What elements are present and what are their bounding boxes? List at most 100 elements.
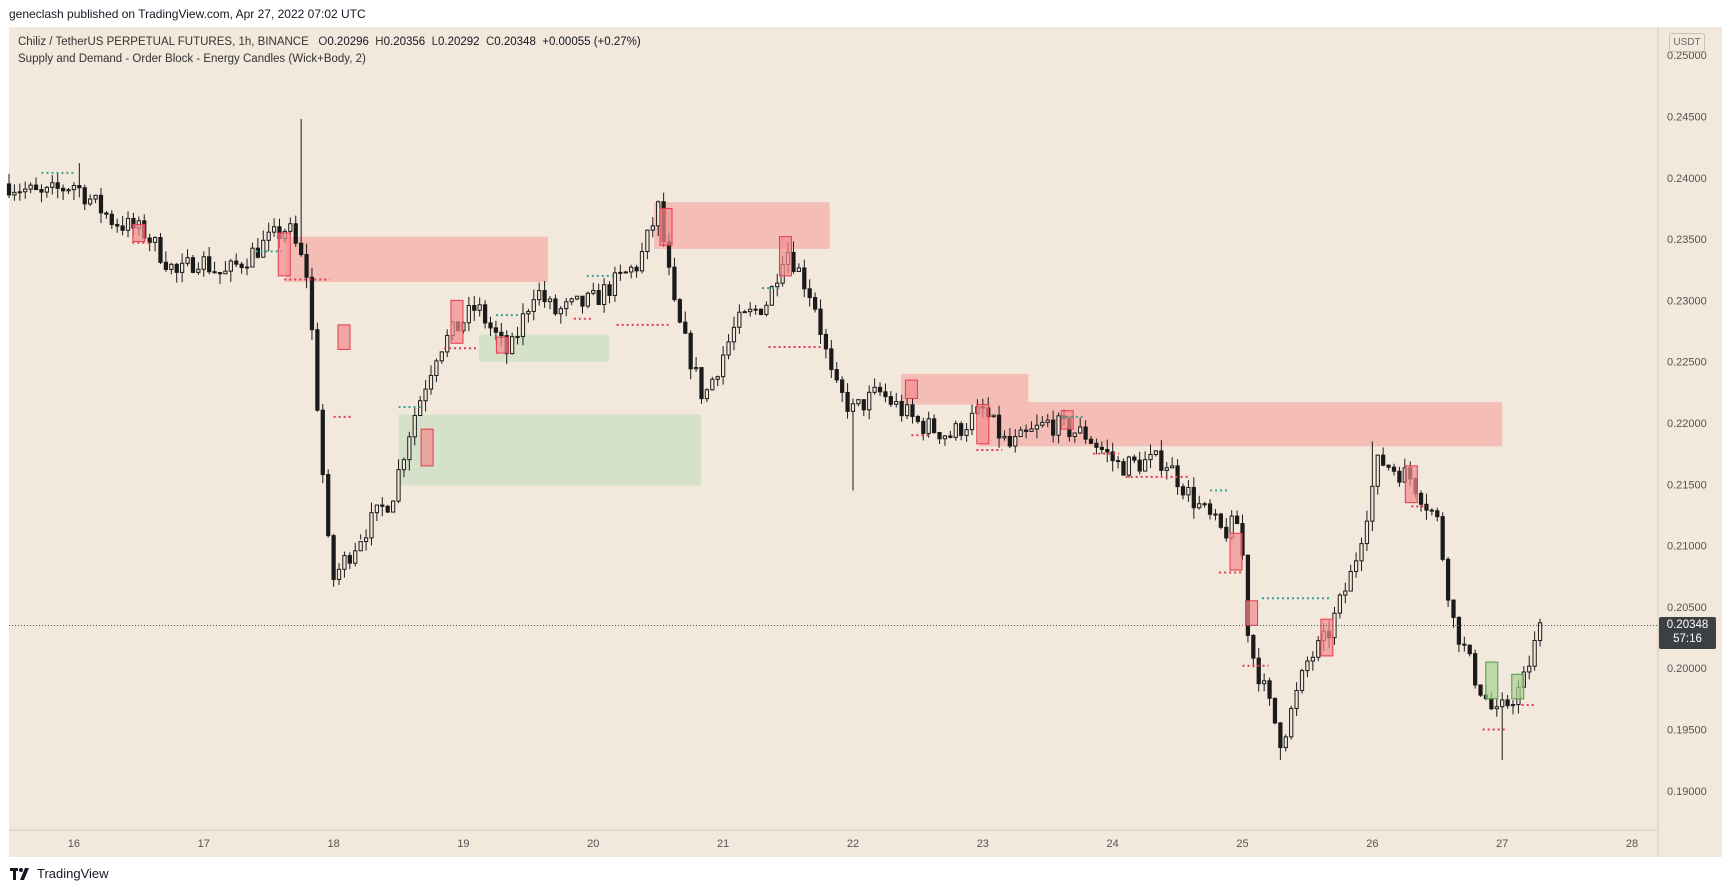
candle-body-253 xyxy=(1375,454,1380,487)
candle-body-203 xyxy=(1105,448,1110,453)
candle-body-237 xyxy=(1289,707,1294,738)
chart-legend: Chiliz / TetherUS PERPETUAL FUTURES, 1h,… xyxy=(18,34,641,68)
candle-body-54 xyxy=(299,242,304,256)
tradingview-brand[interactable]: TradingView xyxy=(37,866,109,881)
price-tick-label-8: 0.21000 xyxy=(1667,541,1707,553)
time-tick-label-7: 23 xyxy=(977,838,989,850)
candle-body-128 xyxy=(699,367,704,400)
candle-body-93 xyxy=(510,336,515,355)
energy-candle-13 xyxy=(1320,618,1334,657)
candle-body-241 xyxy=(1310,656,1315,662)
candle-body-45 xyxy=(250,247,255,268)
candle-body-131 xyxy=(715,376,720,380)
candle-body-73 xyxy=(401,459,407,471)
candle-body-218 xyxy=(1186,487,1191,496)
energy-candle-11 xyxy=(1229,532,1243,571)
candle-body-145 xyxy=(791,251,796,272)
candle-body-132 xyxy=(721,354,726,378)
energy-candle-4 xyxy=(450,299,464,344)
top-bar: geneclash published on TradingView.com, … xyxy=(0,0,1731,30)
candle-body-7 xyxy=(44,186,49,193)
candle-body-116 xyxy=(634,266,639,272)
candle-body-265 xyxy=(1440,516,1445,560)
candle-body-64 xyxy=(353,550,358,564)
candle-body-22 xyxy=(125,217,131,231)
candle-body-142 xyxy=(775,282,780,288)
candle-body-171 xyxy=(932,418,937,433)
energy-candle-6 xyxy=(659,207,673,246)
energy-candle-2 xyxy=(337,324,351,350)
candle-body-99 xyxy=(542,290,547,303)
candle-body-192 xyxy=(1045,419,1050,423)
candle-body-147 xyxy=(802,267,807,290)
energy-candle-15 xyxy=(1485,661,1499,700)
candle-body-275 xyxy=(1494,706,1499,710)
candle-body-0 xyxy=(6,183,12,196)
price-tick-label-2: 0.24000 xyxy=(1667,173,1707,185)
candle-body-65 xyxy=(358,541,363,552)
candle-body-169 xyxy=(921,420,926,434)
currency-button[interactable]: USDT xyxy=(1669,33,1705,52)
energy-candle-7 xyxy=(778,236,792,277)
candle-body-254 xyxy=(1381,454,1386,466)
candle-body-165 xyxy=(899,400,904,417)
candle-body-270 xyxy=(1467,644,1472,655)
candle-body-201 xyxy=(1094,442,1099,448)
candle-body-105 xyxy=(574,295,580,300)
candle-body-140 xyxy=(764,304,769,315)
candle-body-182 xyxy=(991,414,996,418)
energy-candle-3 xyxy=(420,428,434,467)
price-tick-label-4: 0.23000 xyxy=(1667,295,1707,307)
candle-body-110 xyxy=(601,284,607,305)
candle-body-268 xyxy=(1456,616,1462,645)
energy-candles-layer xyxy=(132,207,1525,700)
candle-body-211 xyxy=(1148,453,1153,461)
candle-body-247 xyxy=(1343,590,1348,596)
energy-candle-12 xyxy=(1245,600,1259,626)
price-axis-area[interactable] xyxy=(1658,27,1722,857)
candle-body-223 xyxy=(1213,513,1218,516)
candle-body-6 xyxy=(39,189,44,193)
time-axis-area[interactable] xyxy=(9,830,1658,857)
candle-body-184 xyxy=(1002,435,1007,439)
candle-body-176 xyxy=(959,423,964,436)
candle-body-267 xyxy=(1451,599,1456,618)
bar-countdown: 57:16 xyxy=(1673,632,1702,645)
candle-body-191 xyxy=(1040,421,1045,426)
candle-body-154 xyxy=(840,379,845,393)
candle-body-86 xyxy=(472,305,477,311)
candle-body-59 xyxy=(326,474,331,537)
legend-indicator[interactable]: Supply and Demand - Order Block - Energy… xyxy=(18,53,366,65)
candle-body-141 xyxy=(769,286,774,306)
candle-body-163 xyxy=(888,396,893,405)
candle-body-16 xyxy=(93,194,98,200)
candle-body-8 xyxy=(50,182,55,188)
candle-body-130 xyxy=(710,378,715,391)
candle-body-3 xyxy=(23,188,28,193)
candle-body-242 xyxy=(1316,640,1321,658)
levels-layer xyxy=(41,171,1536,731)
candle-body-115 xyxy=(629,266,634,273)
candle-body-227 xyxy=(1234,515,1240,525)
candle-body-27 xyxy=(152,237,158,243)
candle-body-125 xyxy=(683,321,688,334)
time-tick-label-4: 20 xyxy=(587,838,599,850)
tradingview-logo-icon xyxy=(10,867,29,880)
candle-body-101 xyxy=(553,298,558,315)
legend-symbol[interactable]: Chiliz / TetherUS PERPETUAL FUTURES, 1h,… xyxy=(18,36,309,48)
candle-body-168 xyxy=(915,416,921,422)
candle-body-229 xyxy=(1245,554,1251,636)
candle-body-214 xyxy=(1164,467,1169,471)
candle-body-159 xyxy=(867,391,872,411)
candle-body-88 xyxy=(482,304,488,324)
candle-body-136 xyxy=(742,311,747,314)
candle-body-31 xyxy=(174,263,179,273)
candle-body-151 xyxy=(823,333,829,350)
candle-body-210 xyxy=(1142,459,1148,472)
candle-body-193 xyxy=(1051,419,1056,436)
candle-body-18 xyxy=(104,212,109,215)
energy-candle-1 xyxy=(277,232,291,277)
candle-body-126 xyxy=(688,332,693,370)
energy-candle-8 xyxy=(904,379,918,399)
